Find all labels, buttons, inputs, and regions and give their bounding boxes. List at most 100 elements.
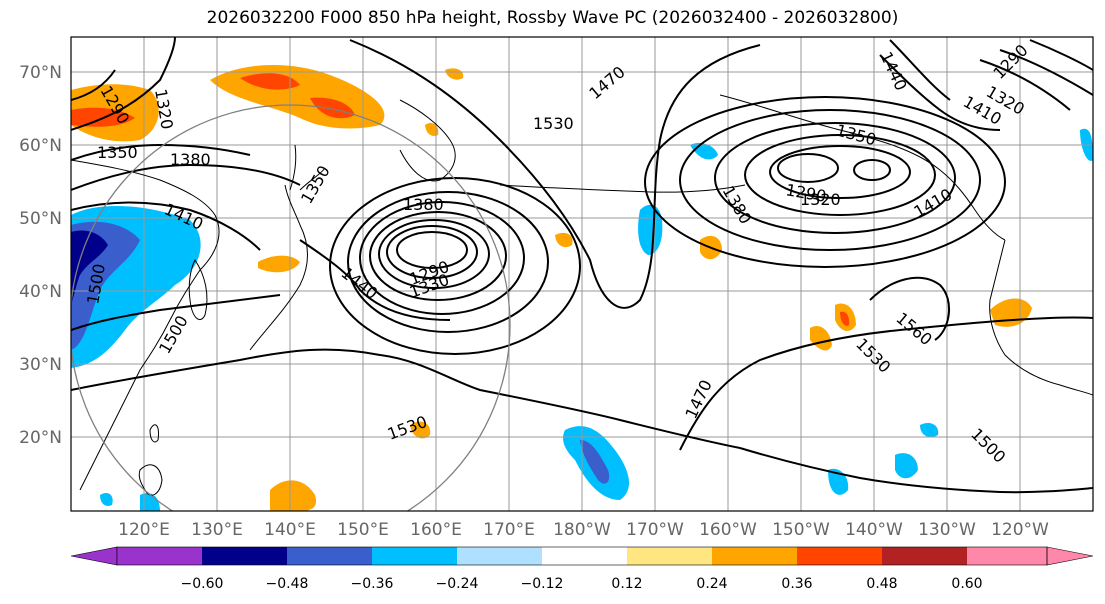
lon-label: 150°W [772, 520, 830, 540]
colorbar-bin [287, 547, 372, 565]
contour-1410-east [879, 54, 1001, 131]
colorbar-bin [117, 547, 202, 565]
colorbar-border [116, 546, 1048, 566]
lon-label: 160°E [410, 520, 462, 540]
kamchatka-coastline [399, 99, 456, 182]
colorbar-tick-label: −0.36 [351, 576, 394, 592]
contour-1410-west [71, 201, 261, 251]
lon-label: 120°W [991, 520, 1049, 540]
colorbar-tick-label: −0.48 [266, 576, 309, 592]
lon-label: 120°E [118, 520, 170, 540]
philippines-coastline [138, 464, 163, 496]
lon-label: 150°E [337, 520, 389, 540]
contour-label: 1350 [97, 143, 138, 162]
colorbar-bin [542, 547, 627, 565]
contour-1380-west [71, 163, 301, 191]
west-pacific-low-contour [369, 211, 507, 301]
west-pacific-low-contour [359, 201, 525, 315]
gulf-of-alaska-low-contour [644, 96, 1006, 268]
negative-anomaly-deep [71, 230, 108, 305]
contour-label: 1320 [800, 190, 841, 209]
korea-coastline [188, 259, 208, 320]
colorbar-ticks: −0.60 −0.48 −0.36 −0.24 −0.12 0.12 0.24 … [181, 576, 983, 592]
map-border [70, 36, 1094, 512]
negative-anomaly-region [828, 423, 939, 495]
colorbar-bin [712, 547, 797, 565]
west-pacific-low-contour [396, 231, 468, 269]
north-america-coastline [989, 239, 1093, 396]
lon-label: 170°E [483, 520, 535, 540]
west-pacific-low-contour [386, 225, 478, 279]
colorbar-bin [202, 547, 287, 565]
colorbar-tick-label: 0.24 [696, 576, 727, 592]
contour-1440-east [889, 39, 951, 101]
colorbar-bin [627, 547, 712, 565]
lat-label: 20°N [19, 428, 62, 448]
contour-1440 [299, 239, 451, 321]
colorbar-bin [967, 547, 1047, 565]
colorbar-bin [457, 547, 542, 565]
positive-anomaly-region [270, 480, 317, 511]
map-title: 2026032200 F000 850 hPa height, Rossby W… [206, 8, 899, 28]
lon-label: 160°W [699, 520, 757, 540]
lon-label: 140°W [845, 520, 903, 540]
taiwan-coastline [149, 424, 159, 443]
contour-label-group: 1290 1320 1350 1380 1410 1500 1500 1350 … [83, 41, 1031, 467]
contour-1500 [71, 294, 281, 331]
reference-circle [71, 104, 511, 511]
positive-anomaly-region [425, 68, 464, 136]
colorbar-tick-label: −0.60 [181, 576, 224, 592]
lon-label: 180°W [553, 520, 611, 540]
gulf-of-alaska-low-contour [777, 153, 839, 183]
lat-label: 60°N [19, 136, 62, 156]
contour-1350-west [71, 143, 251, 161]
contour-1530 [71, 348, 741, 449]
lon-label: 170°W [626, 520, 684, 540]
contour-label: 1380 [403, 195, 444, 214]
lat-label: 30°N [19, 355, 62, 375]
colorbar-extend-high [1046, 546, 1094, 566]
negative-anomaly-region [638, 204, 663, 255]
west-pacific-low-contour [329, 177, 581, 355]
sakhalin-coastline [289, 144, 297, 191]
latitude-labels: 70°N 60°N 50°N 40°N 30°N 20°N [19, 63, 62, 448]
negative-anomaly-region [100, 493, 160, 511]
coastlines [71, 94, 1093, 496]
lon-label: 130°W [918, 520, 976, 540]
gulf-of-alaska-low-contour [853, 159, 891, 181]
lon-label: 140°E [264, 520, 316, 540]
longitude-labels: 120°E 130°E 140°E 150°E 160°E 170°E 180°… [118, 520, 1049, 540]
gulf-of-alaska-low-contour [679, 109, 981, 251]
west-pacific-low-contour [378, 219, 490, 289]
contour-1530-east [739, 447, 1093, 494]
lat-label: 70°N [19, 63, 62, 83]
gulf-of-alaska-low-contour [714, 122, 956, 234]
contour-1560 [869, 276, 951, 341]
colorbar-tick-label: −0.24 [436, 576, 479, 592]
contour-1470-south [679, 316, 1093, 451]
positive-anomaly-core [840, 311, 850, 326]
colorbar-tick-label: 0.12 [611, 576, 642, 592]
contour-label: 1530 [533, 114, 574, 133]
contour-1470 [349, 39, 761, 309]
gulf-of-alaska-low-contour [769, 145, 911, 199]
colorbar-extend-low [70, 546, 118, 566]
colorbar-tick-label: −0.12 [521, 576, 564, 592]
height-contours [71, 37, 1093, 494]
west-pacific-low-contour [347, 191, 549, 333]
contour-1320-west [71, 37, 176, 131]
contour-label: 1380 [170, 150, 211, 169]
negative-anomaly-core [580, 440, 610, 484]
colorbar-tick-label: 0.48 [866, 576, 897, 592]
contour-1290-west [71, 69, 116, 101]
colorbar-bin [797, 547, 882, 565]
gulf-of-alaska-low-contour [744, 134, 936, 216]
colorbar: −0.60 −0.48 −0.36 −0.24 −0.12 0.12 0.24 … [70, 546, 1094, 592]
colorbar-bin [372, 547, 457, 565]
lat-label: 50°N [19, 209, 62, 229]
contour-northeast [979, 39, 1093, 111]
lon-label: 130°E [191, 520, 243, 540]
colorbar-bin [882, 547, 967, 565]
positive-anomaly-core [240, 73, 355, 119]
